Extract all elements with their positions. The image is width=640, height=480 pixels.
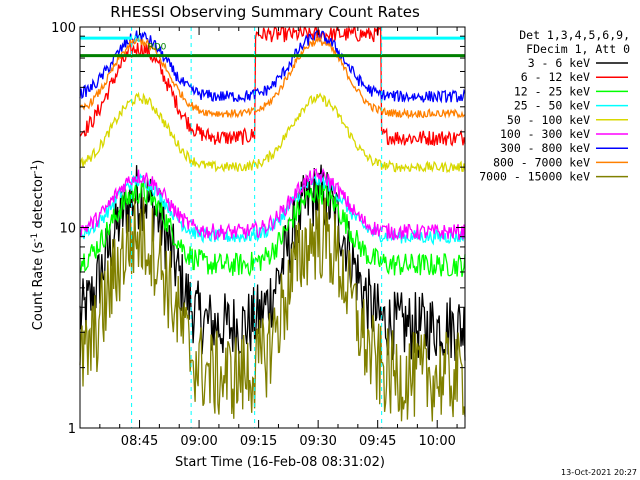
series-line <box>79 30 466 104</box>
night-flag-label: N <box>134 35 141 45</box>
footer-timestamp: 13-Oct-2021 20:27 <box>561 468 637 477</box>
x-tick-label: 08:45 <box>121 434 158 449</box>
series-line <box>79 182 466 277</box>
series-line <box>79 35 466 120</box>
legend: Det 1,3,4,5,6,9, FDecim 1, Att 0 3 - 6 k… <box>479 28 630 184</box>
x-tick-label: 10:00 <box>418 434 455 449</box>
legend-entry-label: 6 - 12 keV <box>521 70 590 84</box>
legend-entry-label: 7000 - 15000 keV <box>479 170 590 184</box>
legend-entry-label: 50 - 100 keV <box>507 113 590 127</box>
x-tick-label: 09:30 <box>299 434 336 449</box>
series-line <box>79 197 466 422</box>
legend-entry-label: 800 - 7000 keV <box>493 155 590 169</box>
legend-header-line-2: FDecim 1, Att 0 <box>526 42 630 56</box>
legend-entry-label: 3 - 6 keV <box>528 56 590 70</box>
series-line <box>79 25 466 147</box>
legend-header-line-1: Det 1,3,4,5,6,9, <box>519 28 630 42</box>
x-axis-label: Start Time (16-Feb-08 08:31:02) <box>175 455 385 470</box>
y-tick-label: 10 <box>59 222 76 237</box>
x-tick-label: 09:45 <box>359 434 396 449</box>
x-tick-label: 09:15 <box>240 434 277 449</box>
series-line <box>79 167 466 241</box>
legend-entry-label: 300 - 800 keV <box>500 141 590 155</box>
legend-entry-label: 25 - 50 keV <box>514 99 590 113</box>
y-axis-label: Count Rate (s-1 detector-1) <box>30 160 46 331</box>
series-line <box>79 91 466 174</box>
rd-flag-label: RD0 <box>147 43 166 53</box>
tick-layer: 08:45 09:00 09:15 09:30 09:45 10:00 1 10 100 <box>51 21 465 449</box>
legend-entry-label: 100 - 300 keV <box>500 127 590 141</box>
legend-entry-label: 12 - 25 keV <box>514 84 590 98</box>
y-tick-label: 1 <box>68 422 76 437</box>
series-layer <box>79 25 466 422</box>
y-tick-label: 100 <box>51 21 76 36</box>
chart-title: RHESSI Observing Summary Count Rates <box>110 3 420 21</box>
x-tick-label: 09:00 <box>180 434 217 449</box>
